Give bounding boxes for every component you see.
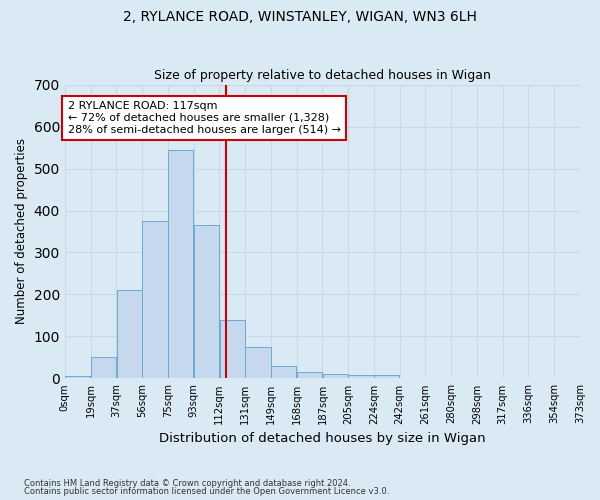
Y-axis label: Number of detached properties: Number of detached properties	[15, 138, 28, 324]
Bar	[323, 374, 348, 378]
Text: Contains HM Land Registry data © Crown copyright and database right 2024.: Contains HM Land Registry data © Crown c…	[24, 478, 350, 488]
Bar	[374, 376, 400, 378]
Bar	[142, 221, 167, 378]
Text: Contains public sector information licensed under the Open Government Licence v3: Contains public sector information licen…	[24, 487, 389, 496]
Text: 2 RYLANCE ROAD: 117sqm
← 72% of detached houses are smaller (1,328)
28% of semi-: 2 RYLANCE ROAD: 117sqm ← 72% of detached…	[68, 102, 341, 134]
Bar	[297, 372, 322, 378]
Title: Size of property relative to detached houses in Wigan: Size of property relative to detached ho…	[154, 69, 491, 82]
Bar	[91, 358, 116, 378]
Bar	[349, 375, 374, 378]
Bar	[116, 290, 142, 378]
Bar	[194, 225, 219, 378]
Bar	[65, 376, 90, 378]
X-axis label: Distribution of detached houses by size in Wigan: Distribution of detached houses by size …	[159, 432, 486, 445]
Bar	[245, 347, 271, 378]
Bar	[271, 366, 296, 378]
Bar	[168, 150, 193, 378]
Text: 2, RYLANCE ROAD, WINSTANLEY, WIGAN, WN3 6LH: 2, RYLANCE ROAD, WINSTANLEY, WIGAN, WN3 …	[123, 10, 477, 24]
Bar	[220, 320, 245, 378]
